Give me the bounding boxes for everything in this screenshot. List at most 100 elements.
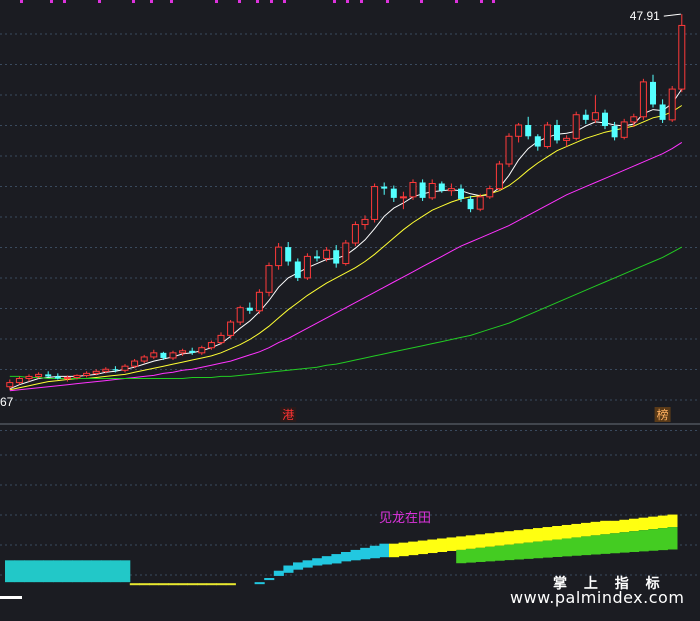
indicator-bar xyxy=(177,583,188,586)
candle-body xyxy=(342,242,350,265)
indicator-bar xyxy=(475,534,486,548)
candle-body xyxy=(294,261,301,278)
candle-body xyxy=(73,374,81,378)
candle-body xyxy=(189,350,196,353)
candle-body xyxy=(543,124,551,148)
indicator-bar-green xyxy=(542,540,553,558)
indicator-bar xyxy=(648,516,659,530)
top-marker xyxy=(346,0,349,3)
indicator-bar xyxy=(408,541,419,556)
candle-body xyxy=(458,188,464,199)
indicator-bar xyxy=(24,560,35,583)
candle-body xyxy=(6,382,14,388)
watermark-title: 掌 上 指 标 xyxy=(553,576,666,592)
indicator-bar-green xyxy=(494,545,505,561)
indicator-bar xyxy=(389,543,400,558)
indicator-bar-green xyxy=(456,549,467,564)
candle-body xyxy=(265,265,273,293)
indicator-bar xyxy=(187,583,198,586)
indicator-bar xyxy=(158,583,169,586)
indicator-bar xyxy=(590,521,601,536)
candle-body xyxy=(534,136,541,147)
candle-body xyxy=(323,249,331,259)
indicator-bar xyxy=(360,547,371,560)
indicator-bar xyxy=(197,583,208,586)
indicator-bar-green xyxy=(638,530,649,552)
indicator-bar-green xyxy=(600,534,611,554)
indicator-bar xyxy=(225,583,236,586)
indicator-bar xyxy=(14,560,25,583)
top-marker xyxy=(492,0,495,3)
candle-body xyxy=(639,81,647,118)
indicator-bar xyxy=(657,515,668,529)
indicator-bar xyxy=(619,519,630,533)
candle-body xyxy=(495,163,503,190)
candle-body xyxy=(591,112,599,121)
indicator-bar xyxy=(168,583,179,586)
top-marker xyxy=(215,0,218,3)
top-marker xyxy=(455,0,458,3)
indicator-bar xyxy=(101,560,112,583)
top-marker xyxy=(333,0,336,3)
indicator-baseline xyxy=(0,596,22,599)
candle-body xyxy=(83,372,91,376)
min-price-label: 67 xyxy=(0,395,14,409)
candle-body xyxy=(505,135,513,165)
candle-body xyxy=(361,218,369,226)
indicator-bar xyxy=(293,562,304,570)
candle-body xyxy=(314,256,320,259)
candle-body xyxy=(554,125,560,141)
top-marker xyxy=(132,0,135,3)
top-marker xyxy=(50,0,53,3)
indicator-bar xyxy=(110,560,121,583)
indicator-bar-green xyxy=(513,543,524,560)
indicator-bar xyxy=(504,531,515,545)
candle-body xyxy=(447,188,455,192)
indicator-bar xyxy=(91,560,102,583)
candle-body xyxy=(486,188,494,198)
indicator-bar-green xyxy=(475,547,486,562)
indicator-bar xyxy=(398,542,409,557)
indicator-bar xyxy=(667,514,678,528)
candle-body xyxy=(217,334,225,344)
candle-body xyxy=(246,307,253,311)
indicator-bar xyxy=(120,560,131,583)
indicator-title: 见龙在田 xyxy=(379,510,431,525)
top-marker xyxy=(20,0,23,3)
candle-body xyxy=(572,114,580,139)
candle-body xyxy=(620,121,628,138)
top-marker xyxy=(238,0,241,3)
indicator-bar xyxy=(379,543,390,558)
max-price-pointer xyxy=(663,13,681,17)
candle-body xyxy=(630,116,638,123)
candle-body xyxy=(602,112,608,127)
indicator-bar xyxy=(533,528,544,542)
indicator-bar xyxy=(149,583,160,586)
indicator-bar xyxy=(312,558,323,566)
indicator-bar-green xyxy=(609,533,620,554)
indicator-bar xyxy=(523,529,534,543)
indicator-bar-green xyxy=(619,532,630,553)
ma-line-2 xyxy=(9,105,683,391)
indicator-bar xyxy=(53,560,64,583)
candle-body xyxy=(351,224,359,244)
max-price-label: 47.91 xyxy=(630,9,660,23)
candle-body xyxy=(15,378,23,384)
indicator-bar-green xyxy=(552,539,563,557)
candle-body xyxy=(611,126,618,138)
indicator-bar-green xyxy=(465,548,476,563)
candle-body xyxy=(140,356,148,362)
indicator-bar xyxy=(638,517,649,531)
indicator-bar xyxy=(5,560,16,583)
ma-line-4 xyxy=(9,246,683,379)
ma-line-3 xyxy=(9,141,683,392)
indicator-bar xyxy=(437,538,448,552)
top-marker xyxy=(256,0,259,3)
candle-body xyxy=(150,352,158,358)
indicator-bar xyxy=(331,554,342,564)
candle-body xyxy=(63,376,71,380)
candle-body xyxy=(659,104,666,120)
candle-body xyxy=(390,188,397,198)
candle-body xyxy=(255,291,263,312)
candle-body xyxy=(179,350,187,354)
